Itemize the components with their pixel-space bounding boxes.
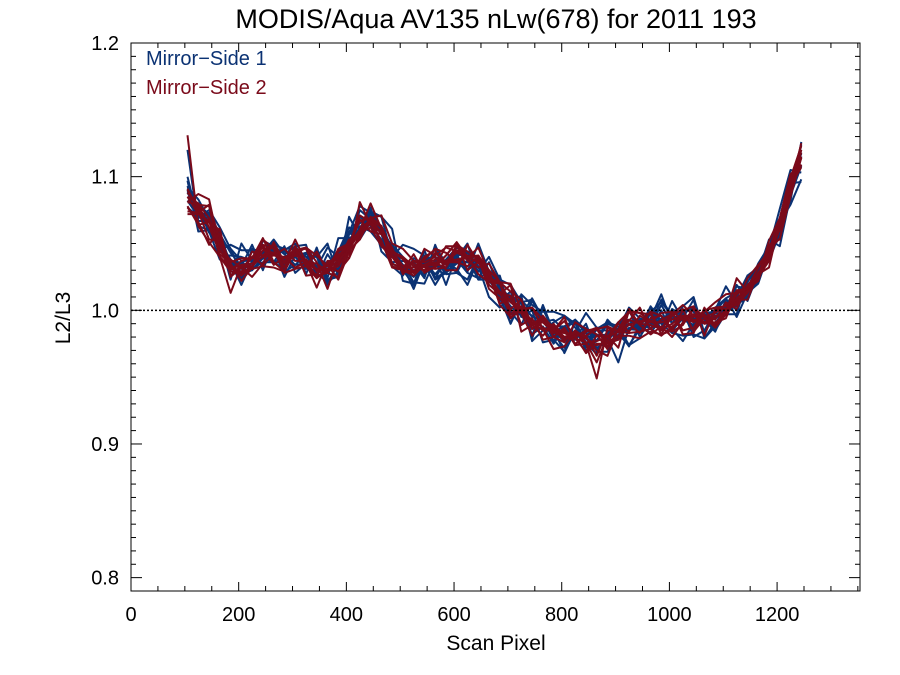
y-tick-label-1.2: 1.2 [91, 33, 119, 55]
legend-entry-mirror-side-2: Mirror−Side 2 [146, 77, 267, 99]
series-layer [186, 135, 803, 380]
plot-frame [130, 42, 861, 592]
y-tick-label-1.0: 1.0 [91, 300, 119, 322]
y-tick-label-0.9: 0.9 [91, 434, 119, 456]
x-tick-label-400: 400 [330, 604, 363, 626]
x-tick-label-200: 200 [222, 604, 255, 626]
x-tick-label-600: 600 [437, 604, 470, 626]
series-line-24 [187, 149, 803, 347]
x-tick-label-1000: 1000 [647, 604, 692, 626]
series-line-10 [187, 165, 803, 343]
legend-entry-mirror-side-1: Mirror−Side 1 [146, 48, 267, 70]
x-axis-label: Scan Pixel [446, 632, 545, 655]
x-tick-label-800: 800 [545, 604, 578, 626]
x-tick-label-0: 0 [125, 604, 136, 626]
series-line-22 [186, 166, 803, 357]
y-tick-label-1.1: 1.1 [91, 167, 119, 189]
axes-layer: 0 200 400 600 800 1000 1200 0.8 0.9 1.0 1.1 1.2 [91, 33, 860, 626]
y-axis-label: L2/L3 [52, 292, 75, 345]
y-tick-label-0.8: 0.8 [91, 568, 119, 590]
chart-title: MODIS/Aqua AV135 nLw(678) for 2011 193 [235, 4, 756, 34]
x-tick-label-1200: 1200 [755, 604, 800, 626]
